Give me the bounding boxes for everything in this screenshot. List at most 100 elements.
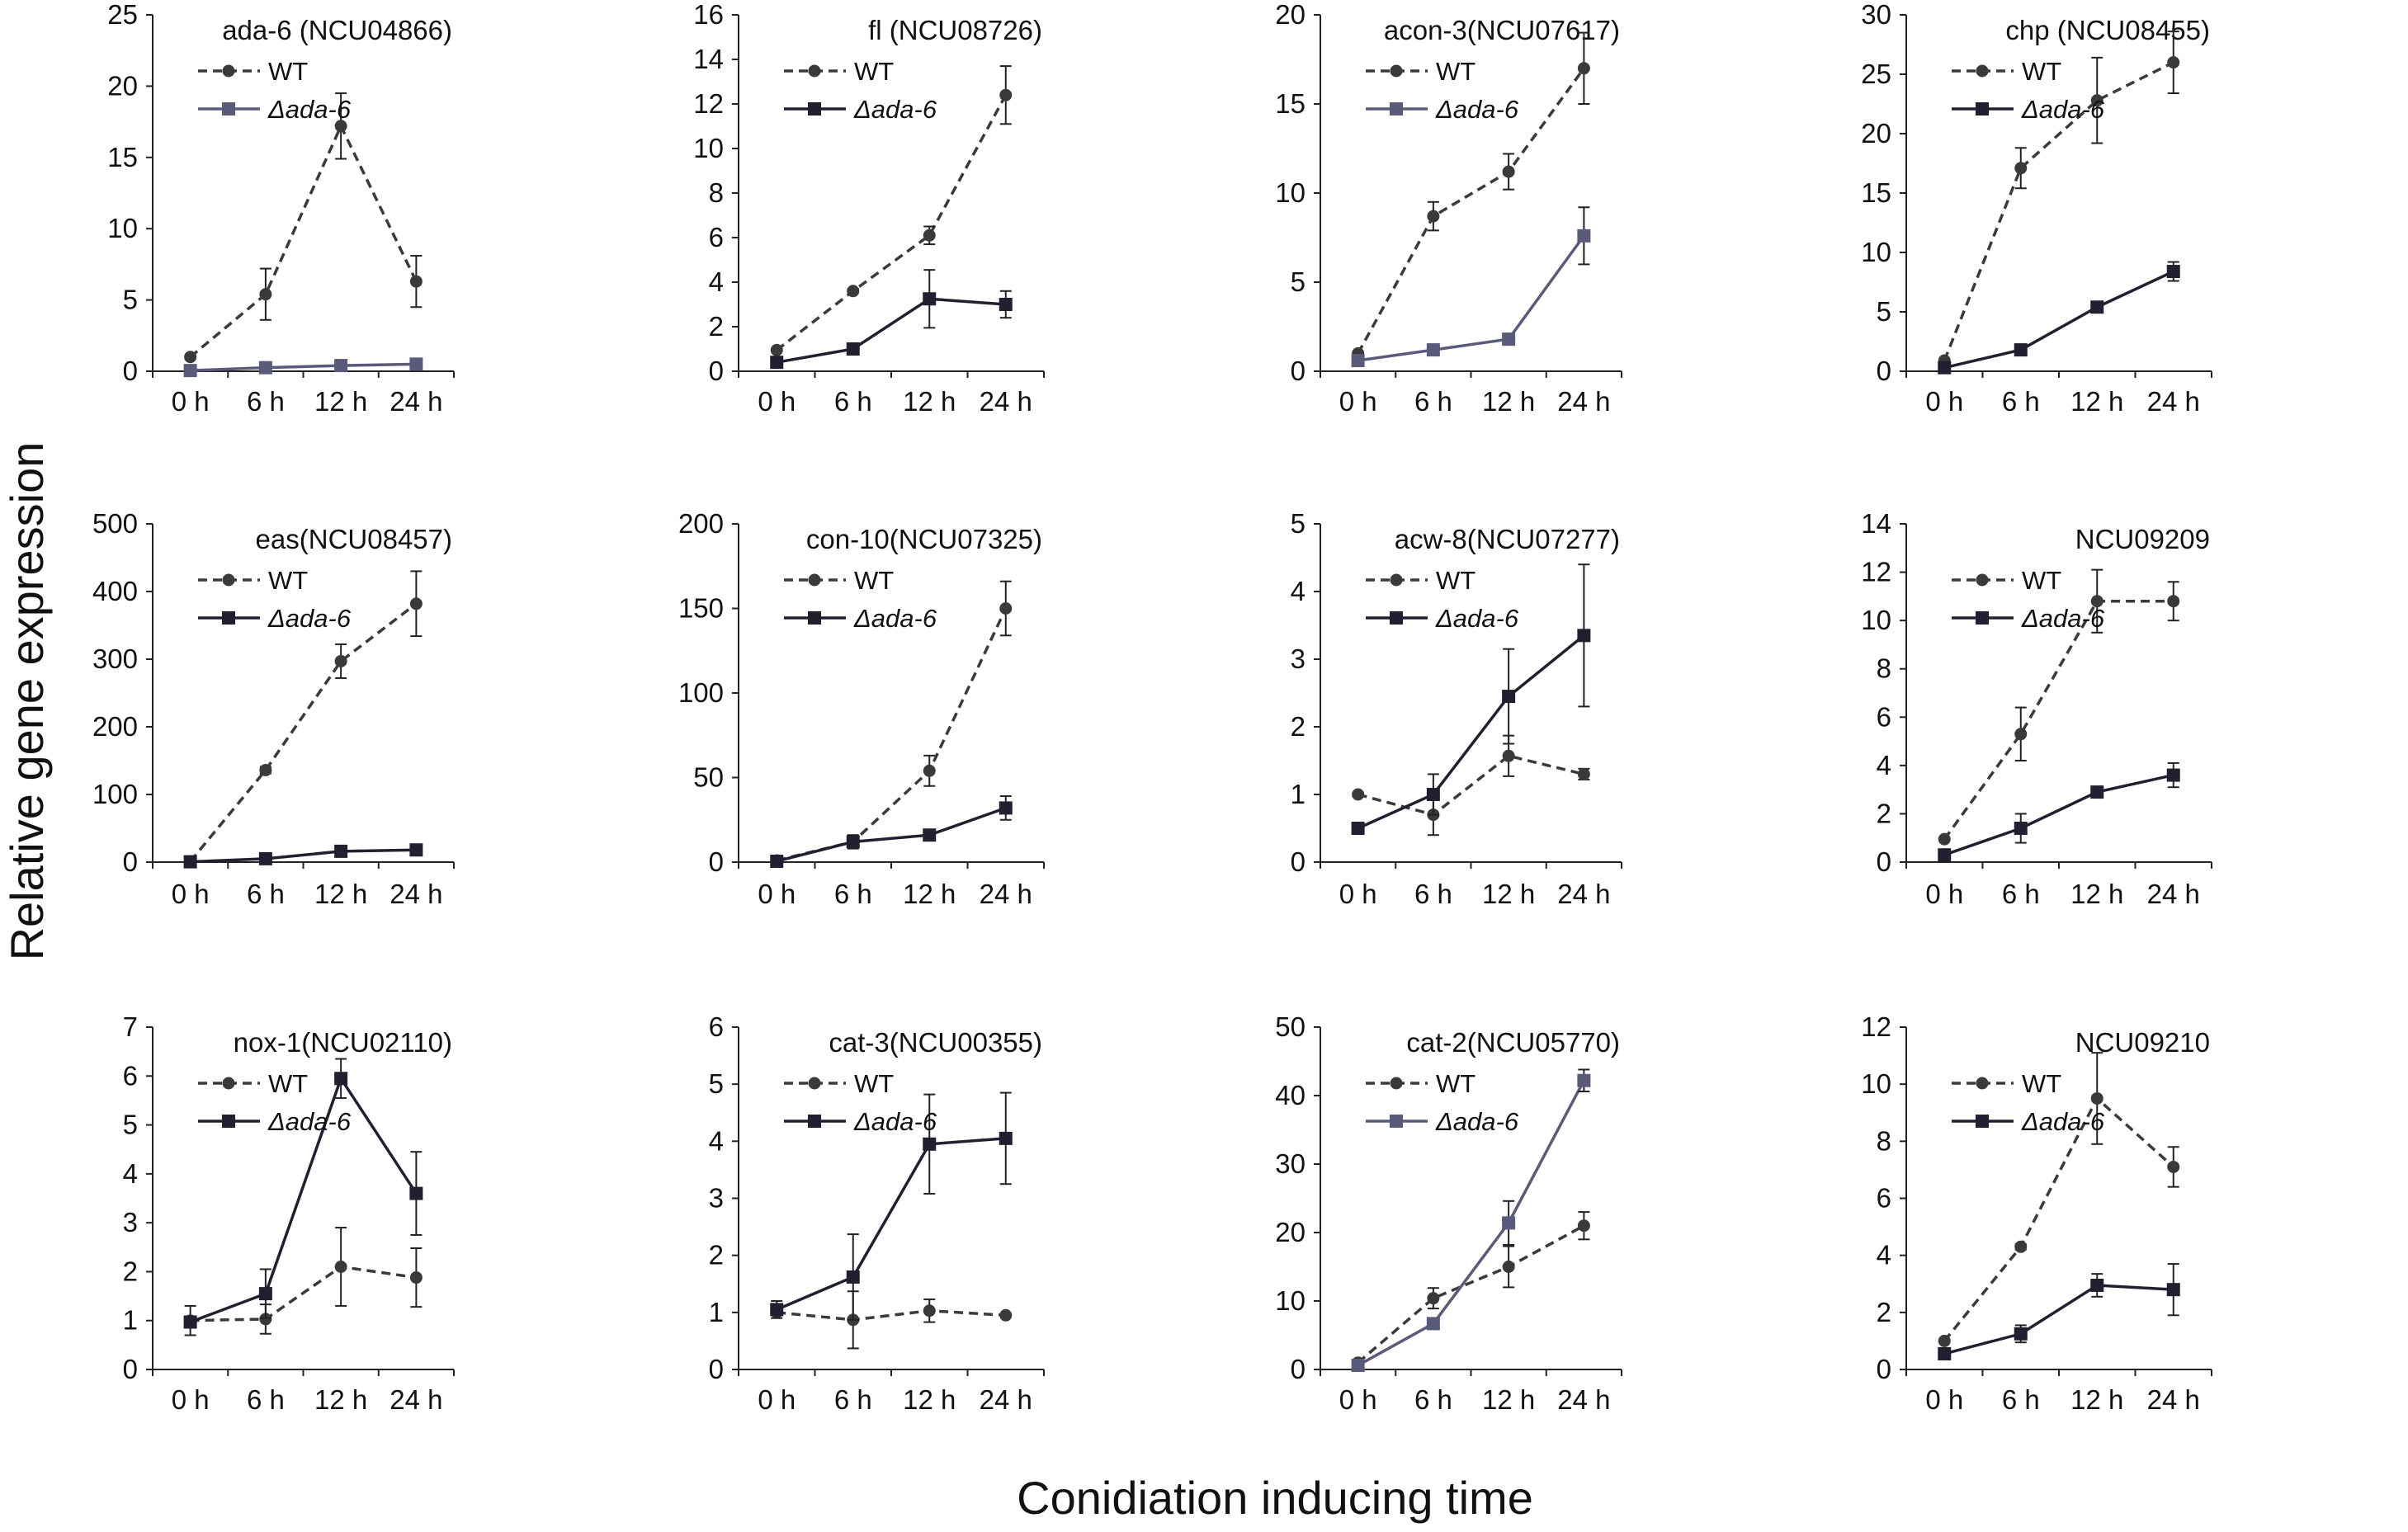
chart-title: cat-2(NCU05770) bbox=[1406, 1027, 1620, 1058]
y-tick-label: 12 bbox=[693, 88, 724, 119]
y-tick-label: 300 bbox=[92, 643, 138, 674]
x-tick-label: 12 h bbox=[903, 386, 956, 417]
x-tick-label: 6 h bbox=[1414, 386, 1452, 417]
mutant-series-line bbox=[776, 297, 1006, 364]
chart-title: nox-1(NCU02110) bbox=[234, 1027, 452, 1058]
wt-series-line bbox=[1943, 599, 2174, 841]
chart-panel-10: 0 1 2 3 4 5 6 0 h 6 h 12 h 24 h cat-3(NCU00355) WT Δa… bbox=[709, 1011, 1045, 1415]
mutant-point bbox=[2166, 768, 2180, 782]
mutant-point bbox=[334, 844, 348, 858]
y-tick-label: 6 bbox=[709, 1011, 724, 1042]
mutant-point bbox=[409, 357, 423, 371]
legend-marker-wt bbox=[1390, 1077, 1403, 1090]
x-tick-label: 24 h bbox=[2147, 879, 2200, 909]
wt-point bbox=[2167, 56, 2180, 69]
x-tick-label: 6 h bbox=[1414, 879, 1452, 909]
wt-point bbox=[770, 343, 783, 356]
y-tick-label: 3 bbox=[1291, 643, 1306, 674]
legend-label-wt: WT bbox=[854, 57, 894, 86]
x-tick-label: 24 h bbox=[1557, 386, 1610, 417]
chart-title: NCU09209 bbox=[2075, 524, 2210, 554]
y-tick-label: 10 bbox=[1861, 605, 1891, 635]
mutant-point bbox=[183, 855, 197, 869]
x-tick-label: 0 h bbox=[1925, 1384, 1963, 1415]
y-tick-label: 4 bbox=[709, 266, 724, 297]
legend-marker-mutant bbox=[1390, 1115, 1403, 1128]
mutant-point bbox=[923, 828, 937, 842]
x-tick-label: 0 h bbox=[1339, 1384, 1377, 1415]
wt-series-line bbox=[776, 94, 1008, 351]
y-tick-label: 30 bbox=[1861, 0, 1891, 30]
wt-point bbox=[847, 285, 860, 298]
legend-label-mutant: Δada-6 bbox=[853, 604, 937, 633]
wt-point bbox=[1577, 1219, 1590, 1233]
wt-series-line bbox=[1357, 754, 1584, 817]
chart-title: acon-3(NCU07617) bbox=[1384, 15, 1620, 45]
wt-point bbox=[259, 288, 272, 301]
x-tick-label: 12 h bbox=[2070, 1384, 2123, 1415]
y-tick-label: 0 bbox=[123, 846, 138, 877]
mutant-point bbox=[1351, 354, 1365, 368]
mutant-series-line bbox=[1357, 634, 1585, 830]
mutant-point bbox=[1577, 1073, 1591, 1087]
wt-point bbox=[2014, 728, 2028, 741]
mutant-series-line bbox=[190, 362, 417, 372]
y-axis-title: Relative gene expression bbox=[1, 442, 53, 961]
mutant-point bbox=[183, 1315, 197, 1329]
mutant-point bbox=[2014, 1327, 2028, 1341]
mutant-point bbox=[1351, 822, 1365, 835]
legend-marker-mutant bbox=[1390, 102, 1403, 115]
chart-panel-5: 0 100 200 300 400 500 0 h 6 h 12 h 24 h eas(NCU084… bbox=[92, 508, 455, 909]
mutant-point bbox=[1502, 690, 1516, 704]
chart-panel-11: 0 10 20 30 40 50 0 h 6 h 12 h 24 h cat-2(NCU05770)… bbox=[1275, 1011, 1622, 1415]
y-tick-label: 8 bbox=[1877, 653, 1891, 684]
chart-title: ada-6 (NCU04866) bbox=[222, 15, 452, 45]
y-tick-label: 4 bbox=[709, 1125, 724, 1156]
y-tick-label: 5 bbox=[1291, 266, 1306, 297]
x-tick-label: 6 h bbox=[834, 879, 872, 909]
legend-label-wt: WT bbox=[1436, 57, 1475, 86]
legend-label-mutant: Δada-6 bbox=[1435, 604, 1519, 633]
legend-label-wt: WT bbox=[2022, 566, 2061, 595]
y-tick-label: 15 bbox=[1861, 177, 1891, 208]
mutant-point bbox=[409, 1186, 423, 1200]
legend-marker-mutant bbox=[808, 102, 821, 115]
x-tick-label: 6 h bbox=[247, 879, 285, 909]
wt-point bbox=[2014, 1240, 2028, 1253]
y-tick-label: 500 bbox=[92, 508, 138, 539]
wt-point bbox=[999, 1308, 1013, 1322]
mutant-point bbox=[999, 298, 1013, 311]
chart-panel-9: 0 1 2 3 4 5 6 7 0 h 6 h 12 h 24 h nox-1(NCU02110) WT Δ… bbox=[123, 1011, 455, 1415]
y-tick-label: 8 bbox=[1877, 1125, 1891, 1156]
legend-marker-wt bbox=[222, 1077, 235, 1090]
y-tick-label: 5 bbox=[1877, 296, 1891, 327]
x-tick-label: 24 h bbox=[980, 1384, 1032, 1415]
x-tick-label: 12 h bbox=[1482, 879, 1535, 909]
y-tick-label: 10 bbox=[1861, 237, 1891, 267]
wt-point bbox=[2167, 1160, 2180, 1173]
wt-point bbox=[409, 275, 423, 288]
mutant-point bbox=[770, 356, 784, 370]
legend-marker-wt bbox=[222, 573, 235, 587]
mutant-point bbox=[2090, 1278, 2104, 1292]
mutant-point bbox=[334, 359, 348, 373]
legend-label-wt: WT bbox=[2022, 57, 2061, 86]
y-tick-label: 25 bbox=[107, 0, 138, 30]
x-tick-label: 0 h bbox=[1925, 879, 1963, 909]
mutant-point bbox=[2166, 265, 2180, 279]
legend-label-wt: WT bbox=[854, 566, 894, 595]
y-tick-label: 0 bbox=[1291, 356, 1306, 386]
y-tick-label: 10 bbox=[1275, 177, 1306, 208]
y-tick-label: 4 bbox=[1877, 750, 1891, 780]
mutant-point bbox=[1577, 229, 1591, 243]
wt-point bbox=[1427, 1292, 1440, 1305]
y-tick-label: 15 bbox=[107, 142, 138, 172]
y-tick-label: 0 bbox=[1877, 846, 1891, 877]
wt-point bbox=[334, 1261, 347, 1273]
y-tick-label: 0 bbox=[1291, 846, 1306, 877]
y-tick-label: 40 bbox=[1275, 1080, 1306, 1110]
legend-marker-wt bbox=[808, 573, 821, 587]
y-tick-label: 16 bbox=[693, 0, 724, 30]
x-tick-label: 6 h bbox=[2002, 1384, 2040, 1415]
mutant-point bbox=[258, 851, 272, 865]
